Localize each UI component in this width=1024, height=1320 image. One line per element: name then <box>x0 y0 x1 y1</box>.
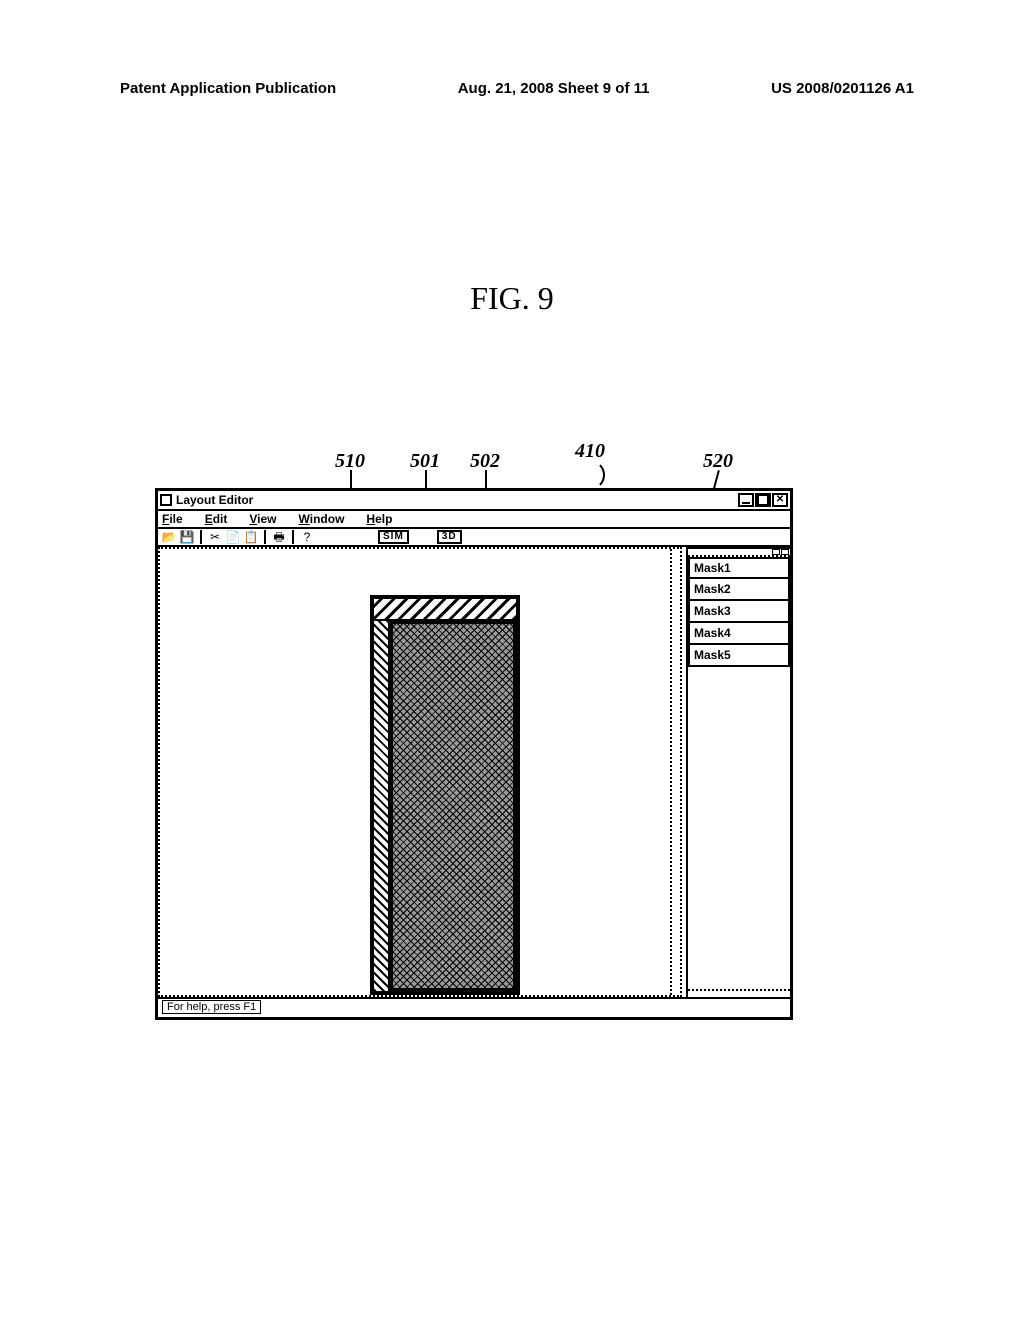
window-controls <box>738 493 788 507</box>
statusbar: For help, press F1 <box>158 997 790 1015</box>
titlebar[interactable]: Layout Editor <box>158 491 790 511</box>
layers-panel-titlebar[interactable] <box>688 547 790 557</box>
sim-button[interactable]: SIM <box>378 530 409 544</box>
save-icon[interactable]: 💾 <box>180 530 194 544</box>
layer-list: Mask1 Mask2 Mask3 Mask4 Mask5 <box>688 557 790 667</box>
cut-icon[interactable]: ✂ <box>208 530 222 544</box>
layer-item[interactable]: Mask1 <box>688 557 790 579</box>
lead-410 <box>575 460 605 490</box>
header-center: Aug. 21, 2008 Sheet 9 of 11 <box>458 80 650 97</box>
lead-510 <box>350 470 352 490</box>
help-icon[interactable]: ? <box>300 530 314 544</box>
client-area: Mask1 Mask2 Mask3 Mask4 Mask5 <box>158 547 790 997</box>
close-button[interactable] <box>772 493 788 507</box>
menu-help[interactable]: Help <box>366 512 392 526</box>
three-d-button[interactable]: 3D <box>437 530 462 544</box>
app-window: Layout Editor File Edit View Window Help… <box>155 488 793 1020</box>
figure-label: FIG. 9 <box>0 280 1024 317</box>
layers-panel-footer <box>688 989 790 997</box>
header-right: US 2008/0201126 A1 <box>771 80 914 97</box>
copy-icon[interactable]: 📄 <box>226 530 240 544</box>
menu-window[interactable]: Window <box>299 512 345 526</box>
layer-item[interactable]: Mask2 <box>688 579 790 601</box>
layer-item[interactable]: Mask4 <box>688 623 790 645</box>
menu-edit[interactable]: Edit <box>205 512 228 526</box>
menubar: File Edit View Window Help <box>158 511 790 529</box>
mask-layer-top-hatch <box>374 599 516 621</box>
page-header: Patent Application Publication Aug. 21, … <box>0 80 1024 97</box>
open-icon[interactable]: 📂 <box>162 530 176 544</box>
menu-file[interactable]: File <box>162 512 183 526</box>
panel-min-icon[interactable] <box>772 549 780 555</box>
window-title: Layout Editor <box>176 493 738 507</box>
toolbar-separator <box>292 530 294 544</box>
maximize-button[interactable] <box>755 493 771 507</box>
layers-panel: Mask1 Mask2 Mask3 Mask4 Mask5 <box>686 547 790 997</box>
minimize-button[interactable] <box>738 493 754 507</box>
paste-icon[interactable]: 📋 <box>244 530 258 544</box>
toolbar-separator <box>200 530 202 544</box>
toolbar: 📂 💾 ✂ 📄 📋 🖶 ? SIM 3D <box>158 529 790 547</box>
header-left: Patent Application Publication <box>120 80 336 97</box>
print-icon[interactable]: 🖶 <box>272 530 286 544</box>
toolbar-separator <box>264 530 266 544</box>
mask-layer-left-hatch <box>374 621 390 991</box>
diagram: 510 501 502 410 520 521 511 530 Layout E… <box>155 440 795 1020</box>
layout-shape[interactable] <box>370 595 520 995</box>
app-icon <box>160 494 172 506</box>
layer-item[interactable]: Mask3 <box>688 601 790 623</box>
panel-close-icon[interactable] <box>781 549 789 555</box>
mask-layer-inner <box>390 621 516 991</box>
menu-view[interactable]: View <box>249 512 276 526</box>
layer-item[interactable]: Mask5 <box>688 645 790 667</box>
canvas-panel[interactable] <box>158 547 682 997</box>
status-text: For help, press F1 <box>162 1000 261 1014</box>
